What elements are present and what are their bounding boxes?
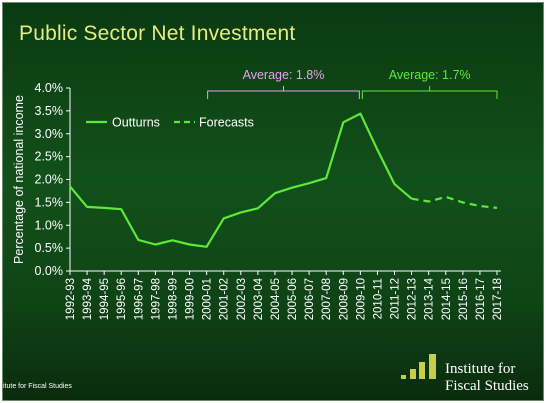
legend-label-forecasts: Forecasts	[199, 116, 254, 130]
series-lines	[69, 112, 498, 248]
x-tick-label: 2016-17	[475, 278, 487, 320]
x-tick-label: 1996-97	[133, 278, 145, 320]
x-tick-label: 2001-02	[219, 278, 231, 320]
y-tick-label: 2.0%	[35, 173, 64, 187]
average-bracket	[361, 86, 498, 99]
x-tick-label: 1994-95	[99, 278, 111, 320]
x-tick-label: 2017-18	[492, 278, 504, 320]
y-tick-label: 0.0%	[35, 264, 64, 278]
x-tick-label: 2007-08	[321, 278, 333, 320]
x-tick-label: 1997-98	[150, 278, 162, 320]
y-tick-label: 0.5%	[35, 241, 64, 255]
y-axis-title: Percentage of national income	[12, 95, 26, 264]
logo-bar-4	[429, 354, 436, 379]
y-tick-label: 3.0%	[35, 127, 64, 141]
x-tick-label: 2012-13	[407, 278, 419, 320]
line-chart: Average: 1.8% Average: 1.7% Outturns Forec…	[12, 68, 504, 320]
ifs-logo: Institute for Fiscal Studies	[399, 353, 543, 397]
x-tick-label: 2014-15	[441, 278, 453, 320]
y-tick-label: 1.0%	[35, 218, 64, 232]
x-tick-label: 1992-93	[65, 278, 77, 320]
x-tick-label: 2006-07	[304, 278, 316, 320]
footer-text: itute for Fiscal Studies	[3, 383, 72, 390]
legend-label-outturns: Outturns	[112, 116, 160, 130]
series-line-forecasts	[411, 195, 498, 209]
x-tick-label: 2015-16	[458, 278, 470, 320]
x-tick-label: 2004-05	[270, 278, 282, 320]
x-tick-label: 1995-96	[116, 278, 128, 320]
average-label: Average: 1.8%	[243, 68, 325, 82]
y-tick-label: 4.0%	[35, 81, 64, 95]
x-tick-label: 2008-09	[338, 278, 350, 320]
x-tick-label: 2003-04	[253, 277, 265, 320]
logo-bar-1	[401, 375, 406, 379]
x-tick-label: 1993-94	[82, 277, 94, 320]
x-tick-label: 2013-14	[424, 277, 436, 320]
axis-labels: 0.0% 0.5% 1.0% 1.5% 2.0% 2.5% 3.0% 3.5% 4.0% 1992…	[12, 81, 504, 320]
x-tick-label: 1998-99	[167, 278, 179, 320]
x-tick-label: 2010-11	[372, 278, 384, 319]
axes	[66, 87, 501, 275]
series-line-outturns	[69, 112, 413, 248]
y-tick-label: 1.5%	[35, 195, 64, 209]
x-tick-label: 2011-12	[390, 278, 402, 319]
x-tick-label: 1999-00	[185, 278, 197, 320]
average-label: Average: 1.7%	[389, 68, 471, 82]
y-tick-label: 2.5%	[35, 150, 64, 164]
average-brackets: Average: 1.8% Average: 1.7%	[207, 68, 498, 99]
x-tick-label: 2000-01	[202, 278, 214, 320]
logo-bar-2	[410, 369, 416, 379]
logo-bar-3	[419, 362, 425, 379]
x-tick-label: 2002-03	[236, 278, 248, 320]
logo-line-1: Institute for	[445, 361, 516, 377]
x-tick-label: 2005-06	[287, 278, 299, 320]
chart-title: Public Sector Net Investment	[19, 22, 296, 45]
average-bracket	[207, 86, 360, 99]
legend: Outturns Forecasts	[86, 116, 254, 130]
y-tick-label: 3.5%	[35, 104, 64, 118]
x-tick-label: 2009-10	[355, 278, 367, 320]
logo-line-2: Fiscal Studies	[445, 378, 529, 394]
